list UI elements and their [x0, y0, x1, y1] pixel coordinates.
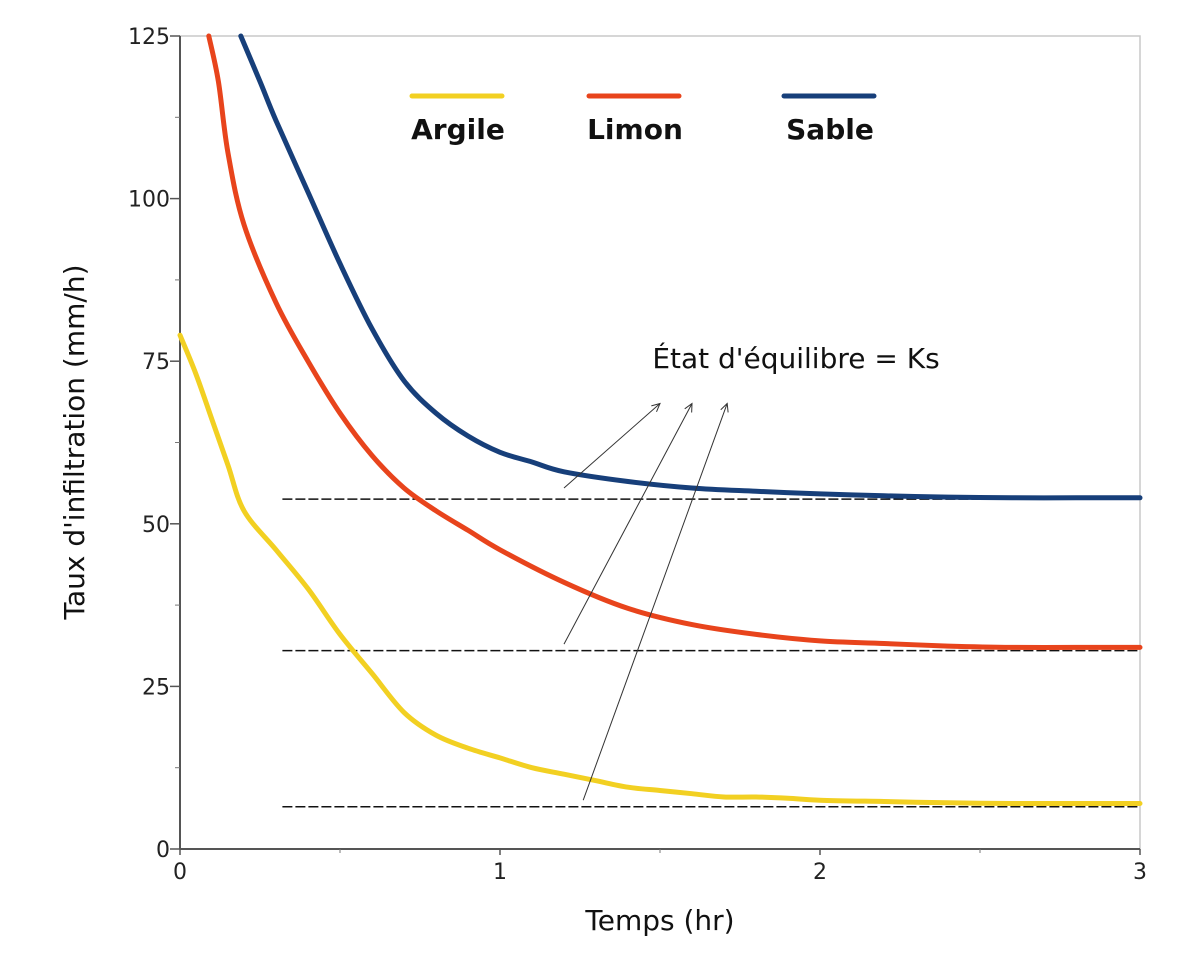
annotation-arrow — [563, 403, 661, 489]
y-axis-title: Taux d'infiltration (mm/h) — [58, 264, 91, 620]
annotation-arrow-head — [684, 402, 693, 413]
y-tick-label: 75 — [142, 350, 170, 375]
x-tick-label: 3 — [1133, 860, 1147, 885]
annotation-text: État d'équilibre = Ks — [652, 341, 939, 375]
annotation-arrow — [563, 403, 693, 645]
y-tick-label: 25 — [142, 675, 170, 700]
axes: 0 25 50 75 100 125 0 1 2 3 — [128, 25, 1147, 885]
series-line-limon — [206, 33, 1143, 650]
plot-frame — [179, 35, 1141, 850]
y-tick-label: 100 — [128, 188, 170, 213]
legend-label-argile: Argile — [411, 113, 505, 146]
legend-label-sable: Sable — [786, 113, 874, 146]
x-axis-title: Temps (hr) — [584, 904, 734, 937]
series-line-argile — [177, 332, 1143, 807]
annotation-arrow-head — [651, 402, 661, 412]
x-tick-label: 1 — [493, 860, 507, 885]
series-group — [177, 33, 1143, 807]
x-tick-label: 0 — [173, 860, 187, 885]
annotation-arrows — [563, 402, 729, 801]
legend-label-limon: Limon — [587, 113, 683, 146]
legend: Argile Limon Sable — [409, 93, 877, 146]
series-line-sable — [238, 33, 1143, 501]
annotation-arrow — [582, 403, 728, 801]
y-tick-label: 125 — [128, 25, 170, 50]
y-tick-label: 50 — [142, 513, 170, 538]
y-tick-label: 0 — [156, 838, 170, 863]
annotation-arrow-head — [720, 402, 729, 413]
x-tick-label: 2 — [813, 860, 827, 885]
